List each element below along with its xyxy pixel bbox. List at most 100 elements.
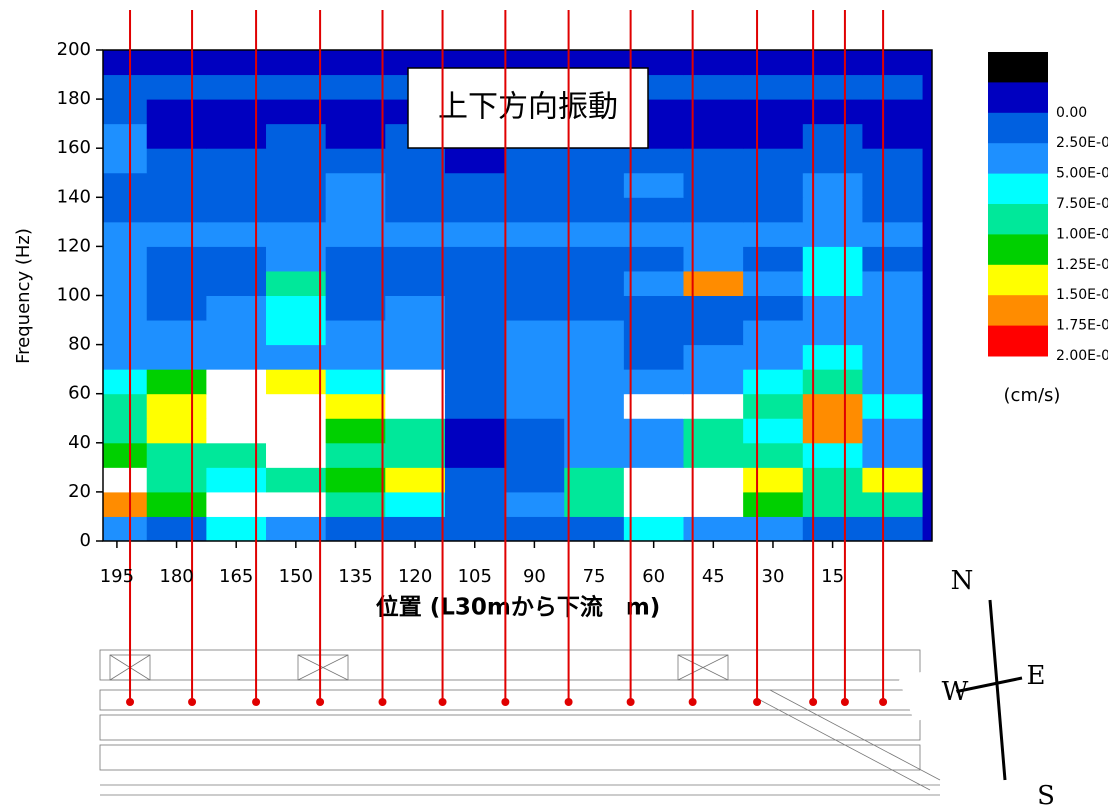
heat-cell [504,246,565,272]
heat-cell [444,344,506,370]
heat-cell [743,516,804,541]
heat-cell [266,369,327,395]
heat-cell [862,393,923,419]
colorbar-swatch [988,234,1048,266]
heat-cell [325,246,386,272]
heat-cell [504,344,565,370]
heat-cell [743,50,804,76]
heat-cell [862,221,923,247]
colorbar-swatch [988,52,1048,83]
heat-cell [623,295,684,321]
heat-cell [103,99,148,125]
heat-cell [103,491,148,517]
heat-cell [385,197,446,223]
heat-cell [862,467,923,493]
heat-cell [266,295,327,321]
x-tick-label: 135 [338,566,372,587]
heat-cell [623,320,684,346]
heat-cell [385,320,446,346]
heat-cell [103,295,148,321]
x-tick-label: 90 [523,566,546,587]
heat-cell [802,221,863,247]
heat-cell [564,393,625,419]
heat-cell [743,393,804,419]
heat-cell [146,172,207,198]
heat-cell [862,320,923,346]
heat-cell [206,320,267,346]
heat-cell [266,418,327,444]
heat-cell [862,491,923,517]
heat-cell [862,172,923,198]
heat-cell [802,99,863,125]
annotation-box [407,67,649,149]
colorbar-label: 1.50E-05 [1056,287,1108,303]
compass-s: S [1037,781,1055,811]
marker-dot [840,698,849,706]
annotation: 上下方向振動 [438,90,618,125]
compass-ns [988,599,1007,781]
heat-cell [103,418,148,444]
heat-cell [325,50,386,76]
colorbar-swatch [988,295,1048,327]
heat-cell [862,123,923,149]
compass-n: N [951,566,974,596]
heat-cell [743,442,804,468]
heat-cell [325,148,386,174]
heat-cell [325,393,386,419]
heat-cell [504,221,565,247]
colorbar-label: 1.75E-05 [1056,318,1108,334]
heat-cell [504,393,565,419]
heat-cell [444,516,506,541]
heat-cell [206,172,267,198]
colorbar-label: 1.25E-05 [1056,257,1108,273]
heat-cell [802,295,863,321]
heat-cell [385,393,446,419]
heat-cell [266,344,327,370]
heat-cell [325,344,386,370]
heat-cell [103,344,148,370]
x-tick-label: 60 [642,566,665,587]
compass-w: W [942,677,969,707]
heat-cell [206,295,267,321]
heat-cell [504,295,565,321]
heat-cell [206,467,267,493]
heat-cell [266,50,327,76]
heat-cell [444,393,506,419]
heat-cell [103,467,148,493]
heat-cell [623,442,684,468]
colorbar-swatch [988,82,1048,114]
heat-cell [325,197,386,223]
compass-w-box [898,662,962,723]
heat-cell [564,197,625,223]
heat-cell [146,491,207,517]
heat-cell [564,442,625,468]
heat-cell [325,221,386,247]
markers [126,10,888,706]
y-tick-label: 60 [68,383,91,404]
heat-cell [504,320,565,346]
x-tick-label: 195 [100,566,134,587]
heat-cell [206,50,267,76]
heat-cell [325,320,386,346]
heat-cell [103,246,148,272]
heat-cell [623,467,684,493]
y-tick-label: 100 [57,285,91,306]
heat-cell [504,148,565,174]
colorbar-swatch [988,325,1048,357]
heat-cell [385,246,446,272]
heat-cell [206,369,267,395]
heat-cell [325,270,386,296]
heat-cell [564,148,625,174]
heat-cell [444,246,506,272]
heat-cell [325,172,386,198]
heat-cell [385,148,446,174]
heat-cell [623,418,684,444]
heat-cell [325,442,386,468]
heat-cell [444,442,506,468]
heat-cell [802,74,863,100]
heat-cell [103,320,148,346]
colorbar-label: 5.00E-06 [1056,166,1108,182]
heat-cell [325,295,386,321]
heat-cell [802,123,863,149]
